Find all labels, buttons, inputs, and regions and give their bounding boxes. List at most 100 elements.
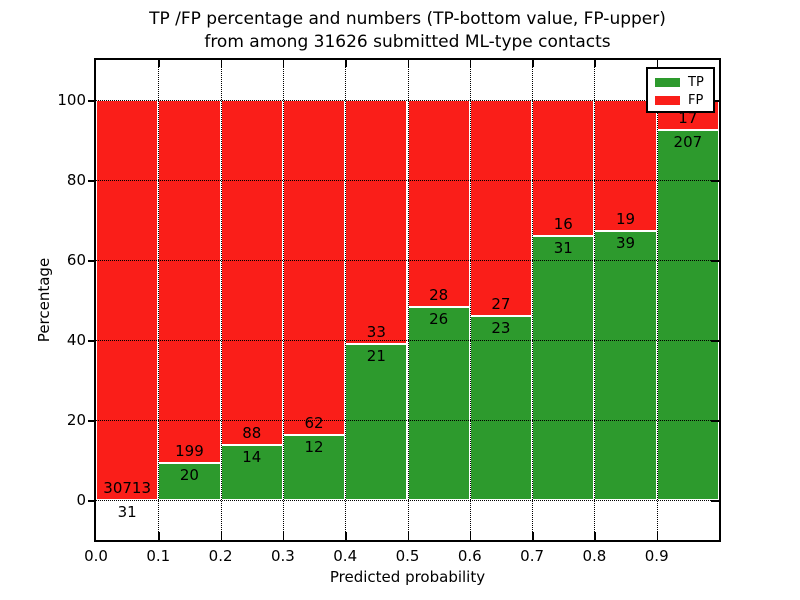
fp-count-label: 16	[553, 215, 573, 234]
y-tick	[88, 100, 96, 102]
fp-count-label: 33	[366, 323, 386, 342]
x-tick	[407, 532, 409, 540]
bar-tp-segment	[345, 344, 408, 500]
x-tick-label: 0.3	[270, 547, 295, 565]
bar-tp-segment	[532, 236, 595, 500]
bar-fp-segment	[532, 100, 595, 237]
x-tick-label: 0.7	[520, 547, 545, 565]
y-tick-label: 100	[57, 91, 86, 109]
grid-line-x	[158, 60, 160, 540]
x-tick-label: 0.8	[582, 547, 607, 565]
tp-count-label: 26	[429, 310, 449, 329]
chart-title-line2: from among 31626 submitted ML-type conta…	[204, 32, 611, 52]
bar-fp-segment	[469, 100, 533, 316]
tp-count-label: 31	[117, 502, 137, 521]
plot-area: 30713 31 199 20 88 14 62 12 33 21 28 26 27 23 16 31 19 39…	[96, 60, 719, 540]
grid-line-x	[656, 60, 658, 540]
y-tick	[88, 180, 96, 182]
x-tick	[345, 532, 347, 540]
legend-label-fp: FP	[688, 92, 704, 108]
x-tick	[532, 532, 534, 540]
x-tick-label: 0.5	[395, 547, 420, 565]
x-tick-top	[158, 60, 160, 67]
tp-count-label: 23	[491, 319, 511, 337]
y-tick	[88, 500, 96, 502]
legend-entry-tp: TP	[655, 74, 706, 90]
grid-line-x	[407, 60, 409, 540]
y-tick-right	[711, 260, 719, 262]
fp-count-label: 88	[242, 424, 262, 443]
chart-title-line1: TP /FP percentage and numbers (TP-bottom…	[149, 9, 666, 29]
y-tick-label: 60	[66, 251, 86, 269]
bar-fp-segment	[158, 100, 221, 464]
bar-tp-segment	[407, 307, 470, 500]
y-tick	[88, 420, 96, 422]
bar-fp-segment	[282, 100, 346, 436]
legend-label-tp: TP	[688, 74, 704, 90]
x-axis-label: Predicted probability	[329, 568, 486, 586]
y-tick-label: 0	[76, 491, 86, 509]
y-axis-label: Percentage	[35, 257, 53, 343]
x-tick-top	[282, 60, 285, 67]
x-tick-top	[656, 60, 659, 67]
x-tick-label: 0.2	[208, 547, 233, 565]
y-tick-right	[711, 100, 719, 102]
grid-line-x	[345, 60, 347, 540]
tp-count-label: 39	[616, 234, 636, 253]
x-tick	[220, 532, 223, 540]
y-tick-label: 40	[66, 331, 86, 349]
x-tick	[656, 532, 659, 540]
y-tick	[88, 340, 96, 342]
tp-count-label: 207	[673, 133, 703, 152]
y-tick-right	[711, 500, 719, 502]
y-tick-label: 20	[66, 411, 86, 429]
x-tick-top	[469, 60, 472, 67]
x-tick-label: 0.9	[644, 547, 669, 565]
fp-count-label: 17	[678, 109, 698, 128]
tp-count-label: 20	[179, 466, 199, 485]
legend-swatch-tp-icon	[655, 77, 680, 87]
tp-count-label: 14	[242, 448, 262, 467]
x-tick-top	[407, 60, 409, 67]
x-tick	[282, 532, 285, 540]
grid-line-x	[532, 60, 534, 540]
legend-entry-fp: FP	[655, 92, 706, 108]
x-tick-label: 0.0	[84, 547, 108, 565]
x-tick-label: 0.4	[333, 547, 358, 565]
y-tick-right	[711, 340, 719, 342]
x-tick-label: 0.6	[457, 547, 482, 565]
x-tick	[594, 532, 596, 540]
bar-tp-segment	[594, 231, 657, 500]
fp-count-label: 28	[429, 286, 449, 305]
grid-line-x	[220, 60, 222, 540]
grid-line-x	[282, 60, 284, 540]
x-tick-top	[345, 60, 347, 67]
y-tick-label: 80	[66, 171, 86, 189]
x-tick-top	[220, 60, 223, 67]
x-tick-top	[532, 60, 534, 67]
bar-tp-segment	[158, 463, 221, 500]
fp-count-label: 199	[175, 442, 204, 461]
tp-count-label: 12	[304, 438, 324, 457]
bar-fp-segment	[220, 100, 283, 446]
bar-tp-segment	[656, 130, 719, 500]
fp-count-label: 19	[616, 210, 636, 229]
bar-tp-segment	[282, 435, 346, 500]
chart-title: TP /FP percentage and numbers (TP-bottom…	[96, 8, 719, 54]
x-tick-top	[594, 60, 596, 67]
fp-count-label: 62	[304, 414, 324, 433]
x-tick-label: 0.1	[146, 547, 171, 565]
bar-fp-segment	[96, 100, 159, 500]
y-tick	[88, 260, 96, 262]
y-tick-right	[711, 180, 719, 182]
bar-tp-segment	[469, 316, 533, 500]
x-tick	[469, 532, 472, 540]
legend-swatch-fp-icon	[655, 95, 680, 105]
tp-count-label: 21	[366, 347, 386, 366]
tp-count-label: 31	[553, 239, 573, 258]
grid-line-x	[469, 60, 471, 540]
bar-fp-segment	[345, 100, 408, 345]
grid-line-x	[594, 60, 596, 540]
y-tick-right	[711, 420, 719, 422]
